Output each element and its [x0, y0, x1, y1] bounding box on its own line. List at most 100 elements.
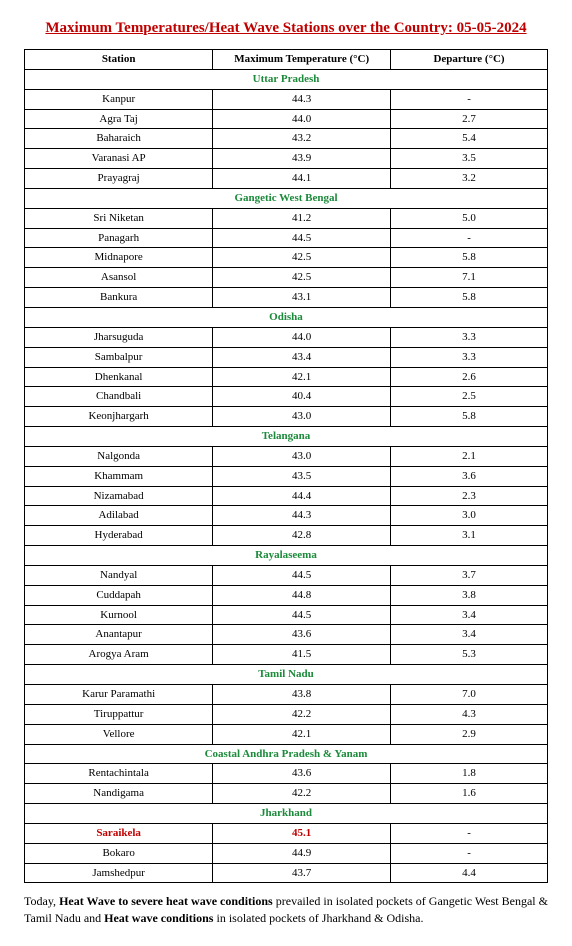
cell-dep: 5.3 [391, 645, 548, 665]
table-row: Kanpur44.3- [25, 89, 548, 109]
cell-dep: 7.1 [391, 268, 548, 288]
region-header: Gangetic West Bengal [25, 188, 548, 208]
cell-temp: 44.3 [213, 89, 391, 109]
cell-station: Sri Niketan [25, 208, 213, 228]
cell-station: Bokaro [25, 843, 213, 863]
cell-temp: 43.4 [213, 347, 391, 367]
cell-temp: 42.2 [213, 784, 391, 804]
cell-temp: 43.9 [213, 149, 391, 169]
cell-dep: 3.4 [391, 605, 548, 625]
cell-station: Nandyal [25, 565, 213, 585]
cell-dep: 4.3 [391, 704, 548, 724]
table-row: Dhenkanal42.12.6 [25, 367, 548, 387]
footer-mid2: in isolated pockets of Jharkhand & Odish… [213, 911, 423, 925]
table-row: Tiruppattur42.24.3 [25, 704, 548, 724]
region-header: Jharkhand [25, 804, 548, 824]
cell-temp: 44.0 [213, 327, 391, 347]
table-row: Chandbali40.42.5 [25, 387, 548, 407]
cell-dep: 2.6 [391, 367, 548, 387]
cell-dep: 2.9 [391, 724, 548, 744]
region-name: Uttar Pradesh [25, 69, 548, 89]
cell-station: Asansol [25, 268, 213, 288]
cell-dep: 7.0 [391, 685, 548, 705]
table-row: Jharsuguda44.03.3 [25, 327, 548, 347]
cell-temp: 44.4 [213, 486, 391, 506]
cell-station: Arogya Aram [25, 645, 213, 665]
cell-station: Vellore [25, 724, 213, 744]
cell-temp: 43.6 [213, 764, 391, 784]
region-name: Coastal Andhra Pradesh & Yanam [25, 744, 548, 764]
table-row: Cuddapah44.83.8 [25, 585, 548, 605]
cell-temp: 43.8 [213, 685, 391, 705]
cell-temp: 40.4 [213, 387, 391, 407]
cell-temp: 44.1 [213, 169, 391, 189]
table-row: Prayagraj44.13.2 [25, 169, 548, 189]
cell-station: Nalgonda [25, 446, 213, 466]
cell-dep: 3.6 [391, 466, 548, 486]
region-name: Tamil Nadu [25, 665, 548, 685]
table-row: Adilabad44.33.0 [25, 506, 548, 526]
cell-dep: - [391, 823, 548, 843]
table-row: Nandyal44.53.7 [25, 565, 548, 585]
heat-wave-table: Station Maximum Temperature (°C) Departu… [24, 49, 548, 883]
cell-station: Dhenkanal [25, 367, 213, 387]
cell-dep: 2.3 [391, 486, 548, 506]
cell-temp: 44.5 [213, 565, 391, 585]
region-name: Rayalaseema [25, 546, 548, 566]
cell-temp: 42.8 [213, 526, 391, 546]
region-name: Odisha [25, 307, 548, 327]
cell-temp: 43.7 [213, 863, 391, 883]
cell-temp: 41.5 [213, 645, 391, 665]
cell-dep: - [391, 228, 548, 248]
cell-dep: 2.1 [391, 446, 548, 466]
cell-temp: 44.3 [213, 506, 391, 526]
table-row: Kurnool44.53.4 [25, 605, 548, 625]
region-name: Jharkhand [25, 804, 548, 824]
table-row: Sri Niketan41.25.0 [25, 208, 548, 228]
table-header-row: Station Maximum Temperature (°C) Departu… [25, 50, 548, 70]
col-maxtemp: Maximum Temperature (°C) [213, 50, 391, 70]
table-row: Midnapore42.55.8 [25, 248, 548, 268]
page-title: Maximum Temperatures/Heat Wave Stations … [24, 20, 548, 37]
cell-temp: 44.9 [213, 843, 391, 863]
cell-dep: 5.8 [391, 288, 548, 308]
cell-station: Midnapore [25, 248, 213, 268]
cell-temp: 44.0 [213, 109, 391, 129]
table-row: Hyderabad42.83.1 [25, 526, 548, 546]
table-row: Khammam43.53.6 [25, 466, 548, 486]
cell-dep: 5.8 [391, 407, 548, 427]
cell-temp: 42.1 [213, 367, 391, 387]
cell-dep: 3.4 [391, 625, 548, 645]
cell-dep: 3.1 [391, 526, 548, 546]
region-header: Telangana [25, 427, 548, 447]
cell-dep: 5.0 [391, 208, 548, 228]
region-header: Odisha [25, 307, 548, 327]
region-name: Gangetic West Bengal [25, 188, 548, 208]
cell-dep: 3.7 [391, 565, 548, 585]
table-row: Panagarh44.5- [25, 228, 548, 248]
cell-dep: 5.8 [391, 248, 548, 268]
footer-bold1: Heat Wave to severe heat wave conditions [59, 894, 273, 908]
cell-dep: 1.8 [391, 764, 548, 784]
cell-dep: 3.5 [391, 149, 548, 169]
cell-temp: 41.2 [213, 208, 391, 228]
table-row: Bokaro44.9- [25, 843, 548, 863]
cell-station: Bankura [25, 288, 213, 308]
cell-dep: 3.3 [391, 327, 548, 347]
col-departure: Departure (°C) [391, 50, 548, 70]
cell-station: Tiruppattur [25, 704, 213, 724]
cell-temp: 45.1 [213, 823, 391, 843]
table-row: Agra Taj44.02.7 [25, 109, 548, 129]
region-header: Uttar Pradesh [25, 69, 548, 89]
cell-station: Cuddapah [25, 585, 213, 605]
region-header: Coastal Andhra Pradesh & Yanam [25, 744, 548, 764]
cell-station: Baharaich [25, 129, 213, 149]
cell-station: Sambalpur [25, 347, 213, 367]
table-row: Anantapur43.63.4 [25, 625, 548, 645]
cell-temp: 42.5 [213, 248, 391, 268]
cell-temp: 44.8 [213, 585, 391, 605]
cell-station: Kurnool [25, 605, 213, 625]
region-header: Tamil Nadu [25, 665, 548, 685]
cell-temp: 43.0 [213, 446, 391, 466]
cell-temp: 44.5 [213, 228, 391, 248]
